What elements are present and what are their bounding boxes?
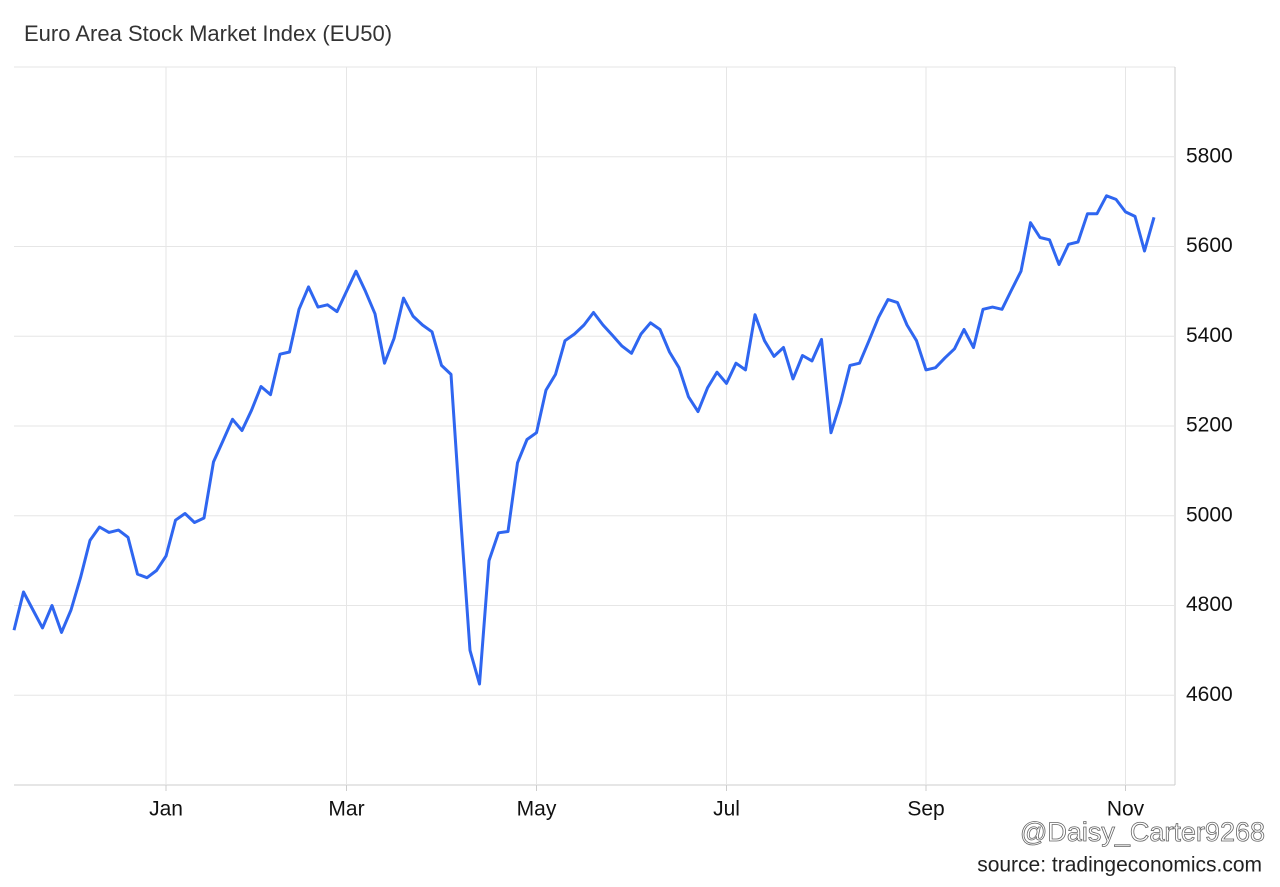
y-tick-label: 5600 (1186, 234, 1233, 257)
x-tick-label: Jan (149, 798, 183, 821)
x-tick-label: Sep (907, 798, 944, 821)
y-tick-label: 5000 (1186, 503, 1233, 526)
watermark: @Daisy_Carter9268 (1020, 817, 1265, 847)
x-tick-label: Mar (328, 798, 364, 821)
data-line (12, 194, 1156, 686)
x-tick-label: May (517, 798, 557, 821)
x-tick-label: Jul (713, 798, 740, 821)
y-tick-label: 4800 (1186, 593, 1233, 616)
x-tick-label: Nov (1107, 798, 1145, 821)
chart-title: Euro Area Stock Market Index (EU50) (24, 21, 392, 46)
y-tick-label: 5200 (1186, 414, 1233, 437)
y-tick-label: 4600 (1186, 683, 1233, 706)
y-tick-label: 5800 (1186, 144, 1233, 167)
source-note: source: tradingeconomics.com (977, 854, 1262, 877)
y-tick-label: 5400 (1186, 324, 1233, 347)
